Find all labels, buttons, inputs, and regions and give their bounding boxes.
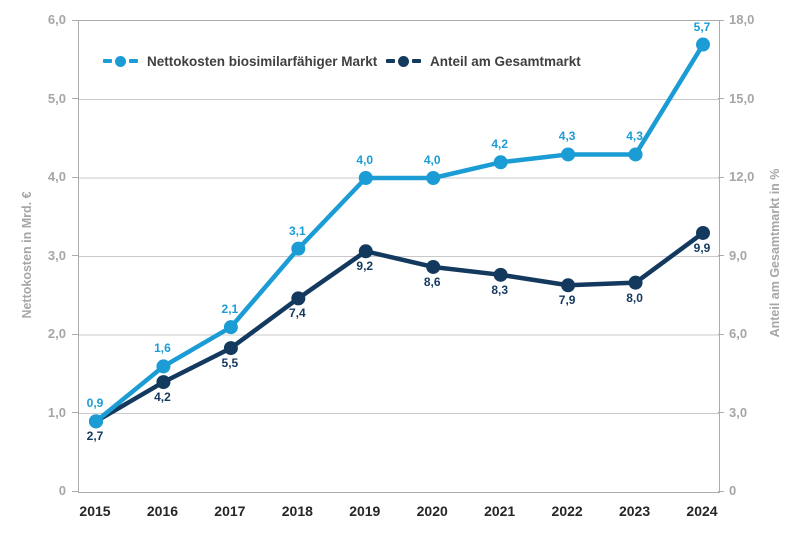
data-point <box>628 147 643 162</box>
series-line <box>94 231 705 424</box>
left-axis-tick-label: 6,0 <box>47 12 66 27</box>
x-axis-label: 2017 <box>214 503 246 519</box>
right-tick-mark <box>718 98 724 99</box>
plot-area <box>78 20 720 493</box>
data-point-label: 0,9 <box>86 396 104 411</box>
left-axis-tick-label: 3,0 <box>47 247 66 263</box>
line-dot-marker-icon <box>386 55 421 67</box>
data-point <box>493 267 508 282</box>
left-axis-tick-label: 4,0 <box>47 169 66 184</box>
x-axis-label: 2019 <box>349 503 381 519</box>
data-point <box>561 147 576 162</box>
data-point <box>561 278 576 293</box>
x-axis-label: 2023 <box>618 503 651 519</box>
right-axis-tick-label: 0 <box>729 483 737 498</box>
series-line <box>94 43 705 424</box>
right-axis-tick-label: 3,0 <box>729 404 748 420</box>
data-point <box>696 37 710 52</box>
x-axis-label: 2020 <box>416 503 448 519</box>
x-axis-label: 2018 <box>281 503 313 519</box>
left-tick-mark <box>72 19 78 21</box>
data-point-label: 8,0 <box>626 290 643 305</box>
data-point-label: 4,3 <box>558 129 576 144</box>
data-point-label: 4,2 <box>154 390 171 405</box>
data-point-label: 1,6 <box>154 341 171 356</box>
left-tick-mark <box>72 412 78 413</box>
legend-item-nettokosten: Nettokosten biosimilarfähiger Markt <box>103 53 377 69</box>
data-point <box>223 341 238 356</box>
x-axis-label: 2016 <box>146 503 179 519</box>
line-dot-marker-icon <box>103 55 138 67</box>
data-point <box>358 244 373 259</box>
right-tick-mark <box>718 19 724 21</box>
data-point <box>426 171 441 185</box>
series-canvas <box>79 37 719 429</box>
data-point-label: 4,0 <box>356 153 374 167</box>
right-axis-tick-label: 15,0 <box>729 90 755 106</box>
x-axis-label: 2021 <box>484 503 516 519</box>
right-tick-mark <box>718 255 724 256</box>
left-tick-mark <box>72 255 78 256</box>
data-point-label: 8,3 <box>491 282 508 297</box>
data-point-label: 7,4 <box>288 306 306 321</box>
data-point <box>156 375 171 390</box>
right-axis-tick-label: 18,0 <box>729 12 755 27</box>
data-point-label: 3,1 <box>288 223 306 238</box>
legend-label: Anteil am Gesamtmarkt <box>430 53 581 69</box>
left-axis-tick-label: 1,0 <box>47 404 66 420</box>
right-axis-tick-label: 6,0 <box>729 326 748 341</box>
left-tick-mark <box>72 176 78 178</box>
legend-label: Nettokosten biosimilarfähiger Markt <box>147 53 378 69</box>
data-point <box>358 171 373 185</box>
data-point-label: 9,9 <box>693 240 711 255</box>
left-tick-mark <box>72 333 78 335</box>
data-point <box>156 359 171 374</box>
left-axis-tick-label: 5,0 <box>47 90 66 106</box>
data-point-label: 2,7 <box>86 429 104 444</box>
right-tick-mark <box>718 490 724 492</box>
left-axis-tick-label: 2,0 <box>47 326 66 341</box>
right-axis-tick-label: 9,0 <box>729 247 748 263</box>
data-point-label: 5,7 <box>693 19 711 34</box>
data-point-label: 7,9 <box>558 293 576 308</box>
left-axis-tick-label: 0 <box>58 483 66 498</box>
data-point-label: 4,3 <box>626 129 643 144</box>
data-point <box>291 291 306 306</box>
right-tick-mark <box>718 333 724 335</box>
data-point-label: 4,0 <box>423 153 441 167</box>
data-point-label: 4,2 <box>491 137 508 152</box>
x-axis-label: 2022 <box>551 503 583 519</box>
data-point-label: 8,6 <box>423 274 441 289</box>
left-tick-mark <box>72 490 78 492</box>
legend-item-anteil: Anteil am Gesamtmarkt <box>386 53 581 69</box>
x-axis-label: 2024 <box>686 503 718 519</box>
data-point <box>493 155 508 170</box>
right-tick-mark <box>718 412 724 413</box>
data-point-label: 2,1 <box>221 302 239 317</box>
data-point <box>223 320 238 335</box>
x-axis-label: 2015 <box>79 503 111 519</box>
data-point-label: 9,2 <box>356 259 374 274</box>
data-point <box>426 259 441 274</box>
data-point <box>628 275 643 290</box>
data-point <box>291 241 306 256</box>
data-point-label: 5,5 <box>221 356 239 371</box>
data-point <box>89 414 103 429</box>
right-tick-mark <box>718 176 724 178</box>
right-axis-tick-label: 12,0 <box>729 169 755 184</box>
data-point <box>696 225 710 240</box>
left-tick-mark <box>72 98 78 99</box>
